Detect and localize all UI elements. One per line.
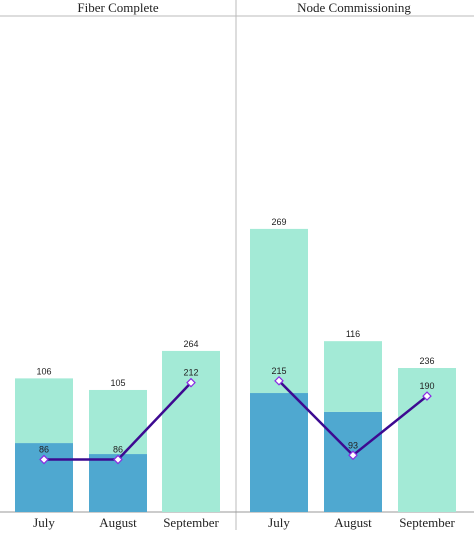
- line-value-label: 215: [271, 366, 286, 376]
- line-value-label: 86: [39, 445, 49, 455]
- x-tick-label: September: [163, 515, 219, 530]
- line-marker: [422, 391, 432, 401]
- bar-segment: [324, 341, 382, 412]
- x-tick-label: August: [99, 515, 137, 530]
- value-label: 236: [419, 356, 434, 366]
- line-marker: [39, 454, 49, 465]
- value-label: 116: [346, 329, 360, 339]
- line-marker: [274, 375, 284, 386]
- line-marker: [348, 450, 358, 461]
- bar-segment: [250, 393, 308, 512]
- line-value-label: 212: [183, 368, 198, 378]
- line-value-label: 86: [113, 445, 123, 455]
- panel-title: Node Commissioning: [297, 0, 411, 15]
- panel-title: Fiber Complete: [77, 0, 158, 15]
- bar-segment: [15, 443, 73, 512]
- x-tick-label: September: [399, 515, 455, 530]
- bar-segment: [89, 389, 147, 455]
- bar-segment: [162, 350, 220, 512]
- line-marker: [113, 454, 123, 465]
- value-label: 106: [36, 366, 51, 376]
- line-value-label: 93: [348, 440, 358, 450]
- line-marker: [186, 377, 196, 388]
- bar-segment: [15, 378, 73, 444]
- value-label: 269: [271, 217, 286, 227]
- x-tick-label: July: [268, 515, 290, 530]
- x-tick-label: August: [334, 515, 372, 530]
- line-value-label: 190: [419, 381, 434, 391]
- value-label: 264: [183, 339, 198, 349]
- bar-segment: [324, 411, 382, 512]
- x-tick-label: July: [33, 515, 55, 530]
- value-label: 105: [110, 378, 125, 388]
- bar-segment: [250, 228, 308, 394]
